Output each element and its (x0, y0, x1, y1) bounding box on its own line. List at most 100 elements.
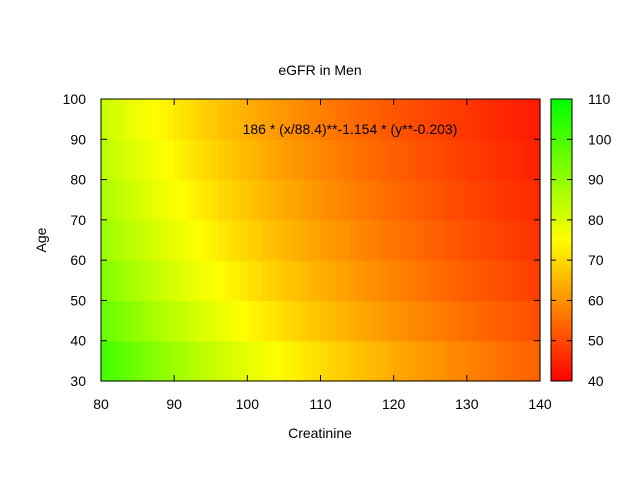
heatmap-cell (342, 340, 351, 382)
heatmap-cell (408, 139, 417, 181)
heatmap-cell (159, 219, 168, 261)
heatmap-cell (305, 179, 314, 221)
heatmap-cell (342, 260, 351, 302)
heatmap-cell (269, 139, 278, 181)
heatmap-cell (452, 260, 461, 302)
heatmap-cell (130, 139, 139, 181)
heatmap-cell (415, 219, 424, 261)
heatmap-cell (101, 139, 109, 181)
heatmap-cell (276, 219, 285, 261)
heatmap-cell (481, 300, 490, 342)
heatmap-cell (518, 260, 526, 302)
heatmap-cell (488, 300, 497, 342)
heatmap-cell (261, 179, 270, 221)
heatmap-cell (408, 300, 417, 342)
heatmap-cell (137, 219, 146, 261)
heatmap-cell (525, 219, 534, 261)
heatmap-cell (240, 179, 248, 221)
y-tick-label: 40 (70, 333, 86, 349)
heatmap-cell (496, 179, 505, 221)
heatmap-cell (203, 260, 212, 302)
heatmap-cell (174, 139, 183, 181)
heatmap-cell (320, 99, 329, 140)
y-tick-label: 100 (63, 91, 87, 107)
heatmap-cell (240, 99, 248, 140)
heatmap-cell (101, 300, 109, 342)
heatmap-cell (108, 219, 117, 261)
heatmap-cell (459, 340, 468, 382)
heatmap-cell (130, 340, 139, 382)
heatmap-cell (408, 340, 417, 382)
heatmap-cell (357, 300, 365, 342)
heatmap-cell (232, 139, 241, 181)
heatmap-cell (188, 260, 197, 302)
heatmap-cell (291, 340, 300, 382)
heatmap-cell (261, 139, 270, 181)
colorbar-tick-label: 60 (588, 292, 604, 308)
heatmap-cell (532, 340, 541, 382)
heatmap-cell (400, 219, 409, 261)
heatmap-cell (313, 300, 322, 342)
heatmap-cell (225, 260, 234, 302)
heatmap-cell (371, 139, 380, 181)
heatmap-cell (510, 139, 519, 181)
heatmap-cell (174, 300, 183, 342)
heatmap-cell (283, 260, 292, 302)
heatmap-cell (327, 340, 336, 382)
heatmap-cell (415, 300, 424, 342)
heatmap-cell (159, 300, 168, 342)
heatmap-cell (291, 139, 300, 181)
heatmap-cell (210, 179, 219, 221)
heatmap-cell (276, 260, 285, 302)
heatmap-cell (305, 300, 314, 342)
heatmap-cell (305, 219, 314, 261)
heatmap-cell (459, 219, 468, 261)
heatmap-cell (232, 179, 241, 221)
y-tick-label: 90 (70, 131, 86, 147)
heatmap-cell (349, 260, 358, 302)
heatmap-cell (349, 219, 358, 261)
heatmap-cell (466, 300, 475, 342)
heatmap-cell (393, 260, 402, 302)
heatmap-cell (379, 340, 387, 382)
heatmap-cell (393, 219, 402, 261)
heatmap-cell (210, 219, 219, 261)
heatmap-cell (459, 139, 468, 181)
heatmap-cell (503, 260, 512, 302)
heatmap-cell (320, 300, 329, 342)
heatmap-cell (379, 219, 387, 261)
heatmap-cell (488, 260, 497, 302)
heatmap-cell (364, 139, 373, 181)
heatmap-cell (291, 300, 300, 342)
y-tick-label: 30 (70, 373, 86, 389)
heatmap-cell (174, 219, 183, 261)
heatmap-cell (240, 340, 248, 382)
heatmap-cell (283, 300, 292, 342)
heatmap-cell (152, 340, 161, 382)
heatmap-cell (400, 340, 409, 382)
heatmap-cell (240, 300, 248, 342)
heatmap-cell (174, 179, 183, 221)
heatmap-cell (159, 179, 168, 221)
heatmap-cell (210, 260, 219, 302)
heatmap-cell (503, 139, 512, 181)
heatmap-cell (327, 99, 336, 140)
heatmap-cell (108, 300, 117, 342)
heatmap-cell (181, 260, 190, 302)
heatmap-cell (320, 179, 329, 221)
heatmap-cell (379, 260, 387, 302)
heatmap-cell (474, 139, 483, 181)
heatmap-cell (400, 179, 409, 221)
heatmap-cell (152, 260, 161, 302)
heatmap-cell (254, 139, 263, 181)
heatmap-cell (320, 340, 329, 382)
heatmap-cell (437, 260, 446, 302)
heatmap-cell (364, 300, 373, 342)
heatmap-cell (261, 219, 270, 261)
heatmap-cell (320, 139, 329, 181)
heatmap-cell (525, 99, 534, 140)
heatmap-cell (108, 179, 117, 221)
x-tick-label: 100 (236, 396, 260, 412)
heatmap-cell (371, 179, 380, 221)
heatmap-cell (196, 260, 205, 302)
